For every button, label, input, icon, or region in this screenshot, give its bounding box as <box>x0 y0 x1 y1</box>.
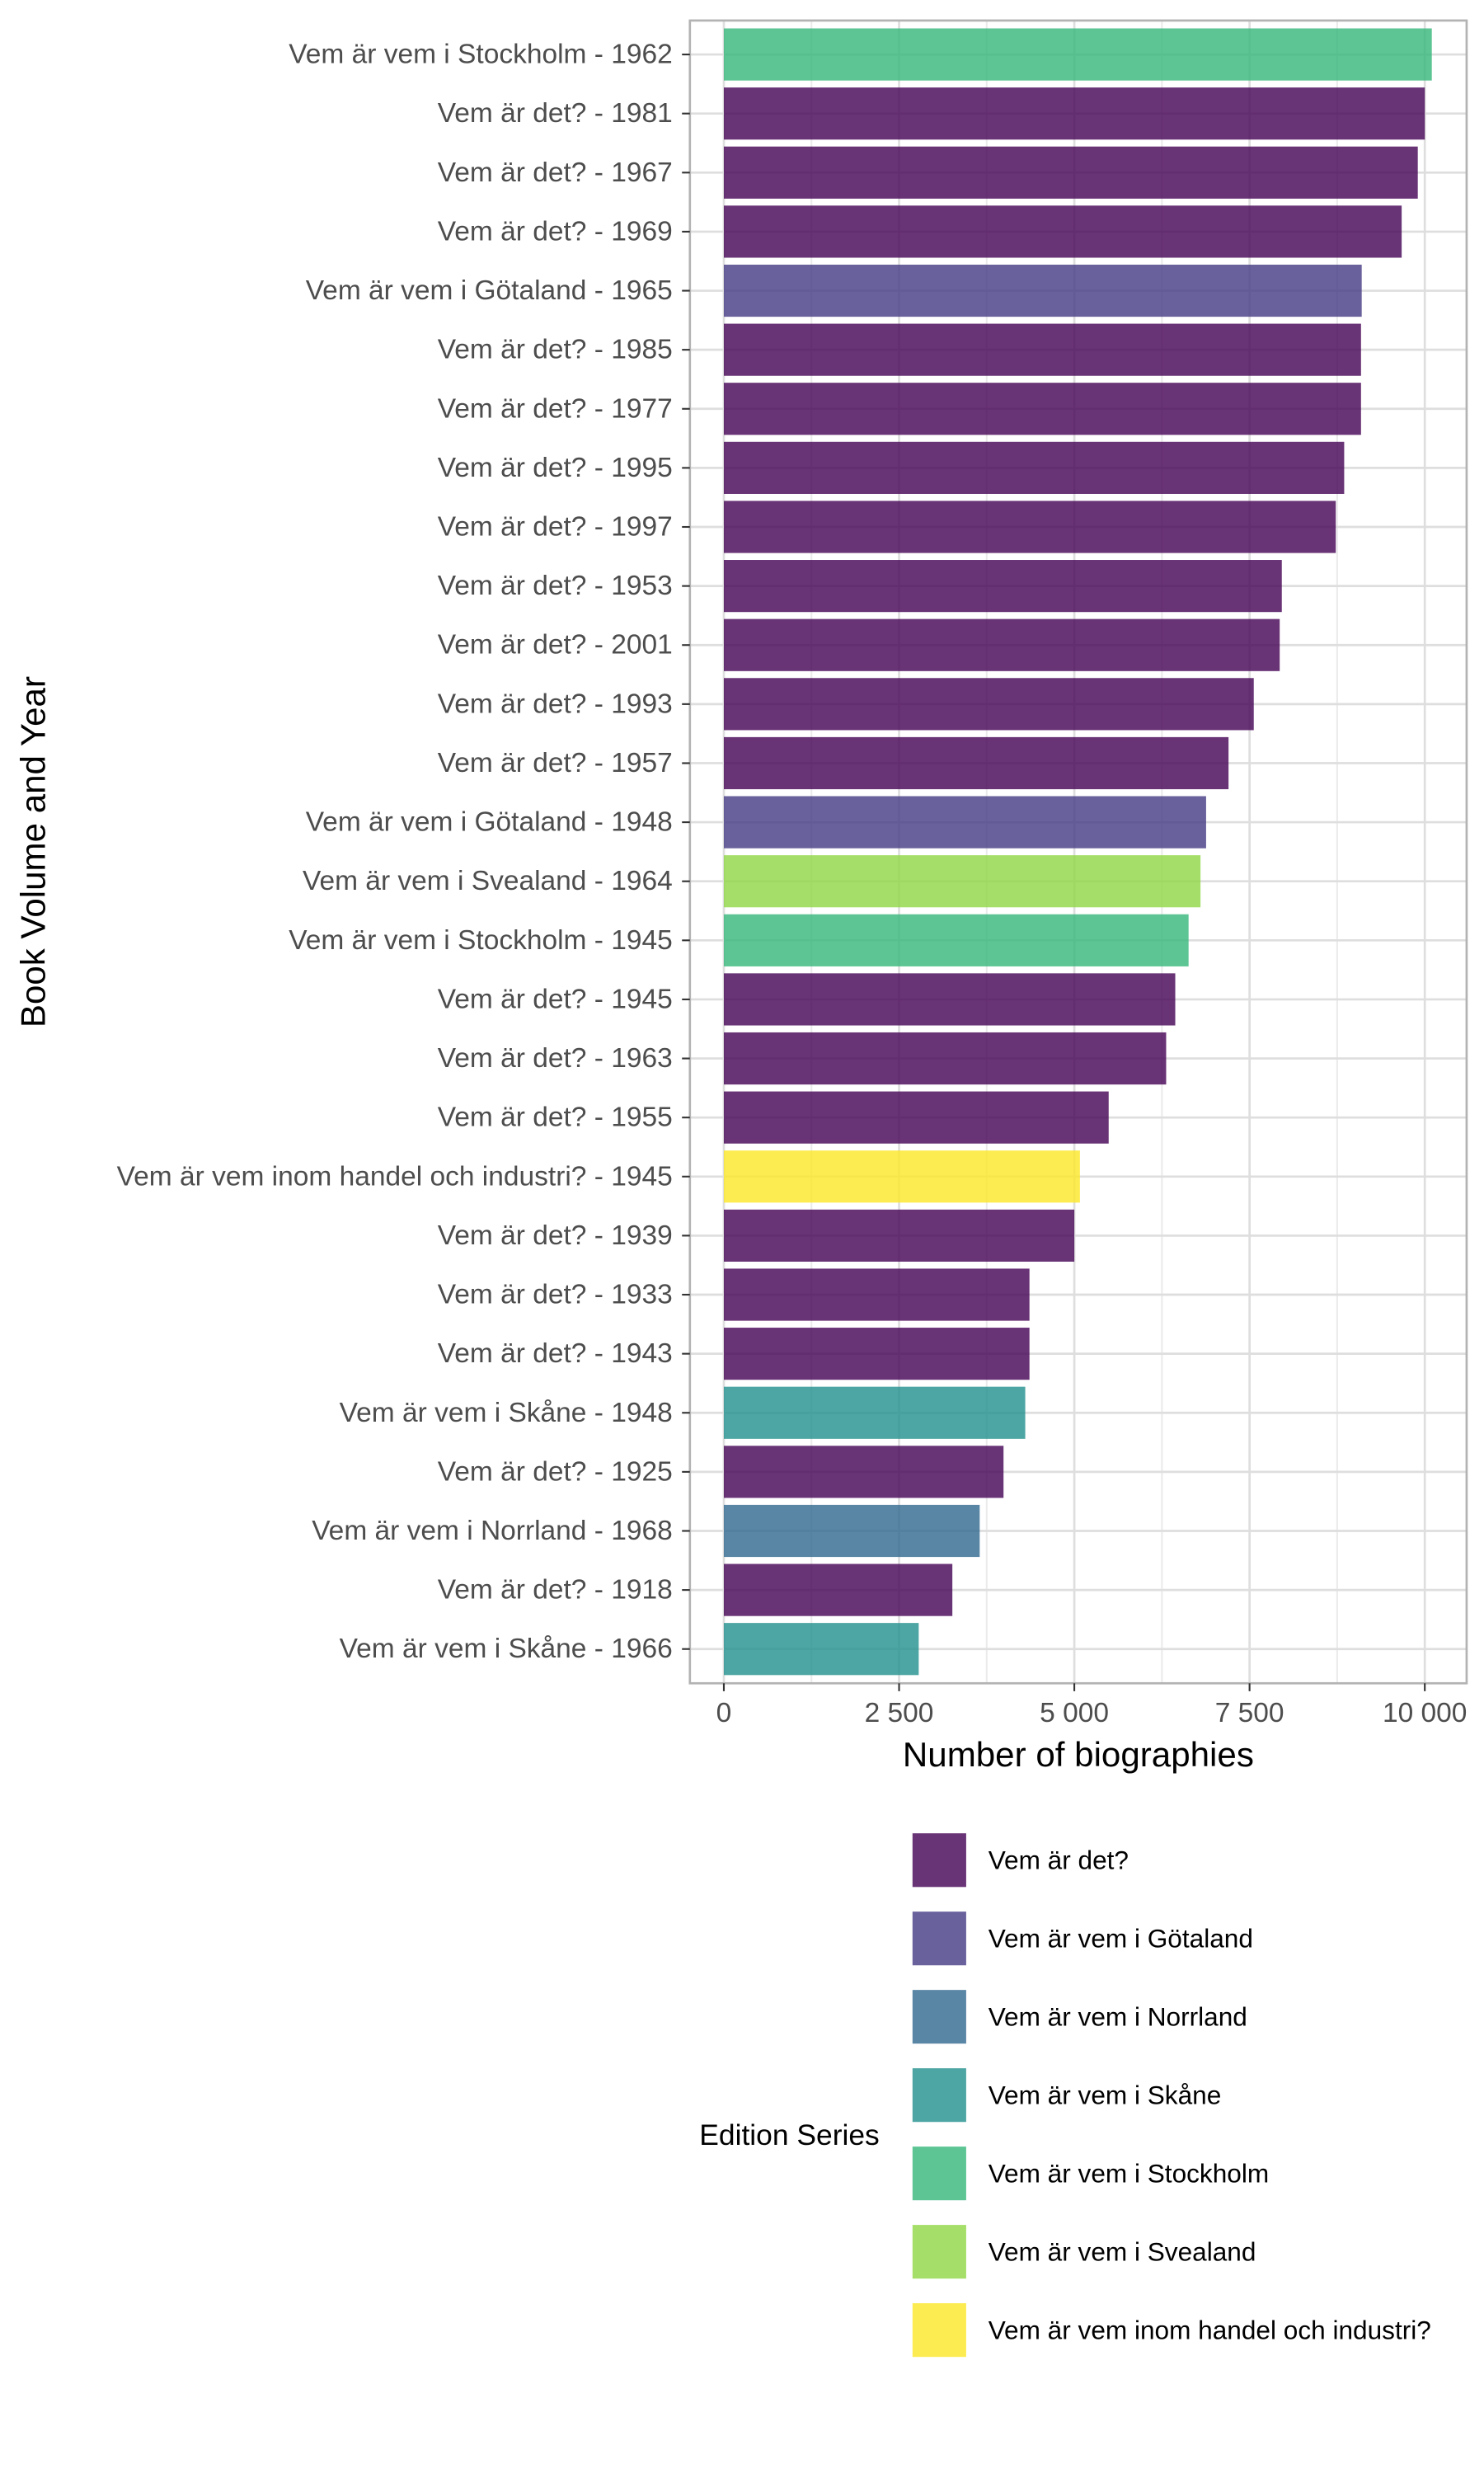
y-tick-label: Vem är vem inom handel och industri? - 1… <box>117 1161 673 1192</box>
legend-label: Vem är vem i Götaland <box>989 1924 1253 1954</box>
bar <box>723 1209 1075 1262</box>
y-tick-label: Vem är det? - 1943 <box>438 1338 673 1369</box>
x-tick-label: 0 <box>716 1698 732 1728</box>
y-tick-label: Vem är det? - 1939 <box>438 1220 673 1251</box>
bar <box>723 1032 1167 1085</box>
y-tick-label: Vem är vem i Svealand - 1964 <box>303 866 673 896</box>
x-tick-labels: 0 2 500 5 000 7 500 10 000 <box>716 1683 1467 1728</box>
x-tick-label: 7 500 <box>1215 1698 1284 1728</box>
y-tick-label: Vem är vem i Götaland - 1948 <box>306 807 673 838</box>
bar <box>723 1623 919 1676</box>
y-tick-label: Vem är det? - 1945 <box>438 984 673 1014</box>
y-axis-title: Book Volume and Year <box>14 676 53 1027</box>
y-tick-label: Vem är det? - 1953 <box>438 571 673 601</box>
bar <box>723 1386 1026 1439</box>
bar <box>723 1328 1030 1380</box>
bar <box>723 1504 980 1558</box>
legend-label: Vem är vem i Stockholm <box>989 2159 1269 2189</box>
legend-title: Edition Series <box>699 2118 879 2151</box>
bar <box>723 973 1176 1026</box>
bar-layer <box>723 28 1432 1676</box>
y-tick-label: Vem är det? - 1963 <box>438 1043 673 1074</box>
bar <box>723 1268 1030 1321</box>
legend-label: Vem är vem i Svealand <box>989 2237 1256 2267</box>
y-tick-label: Vem är det? - 1955 <box>438 1103 673 1133</box>
y-tick-label: Vem är det? - 1995 <box>438 453 673 483</box>
bar <box>723 1446 1004 1498</box>
bar <box>723 28 1432 81</box>
bar <box>723 736 1229 790</box>
x-axis-title: Number of biographies <box>903 1735 1254 1774</box>
x-tick-label: 10 000 <box>1383 1698 1467 1728</box>
y-tick-label: Vem är det? - 1967 <box>438 158 673 188</box>
y-tick-labels: Vem är vem i Stockholm - 1962 Vem är det?… <box>117 40 690 1664</box>
bar <box>723 1150 1080 1203</box>
y-tick-label: Vem är det? - 1977 <box>438 393 673 424</box>
legend-label: Vem är vem inom handel och industri? <box>989 2316 1431 2345</box>
legend-label: Vem är vem i Norrland <box>989 2002 1247 2032</box>
legend-label: Vem är vem i Skåne <box>989 2081 1222 2110</box>
bar <box>723 855 1201 908</box>
bar <box>723 441 1345 494</box>
bar <box>723 1563 953 1616</box>
bar <box>723 618 1280 671</box>
x-tick-label: 5 000 <box>1040 1698 1109 1728</box>
legend-key <box>912 1990 966 2044</box>
y-tick-label: Vem är det? - 1969 <box>438 216 673 247</box>
y-tick-label: Vem är det? - 1933 <box>438 1280 673 1310</box>
bar <box>723 383 1361 435</box>
bar <box>723 914 1189 966</box>
bar <box>723 323 1361 376</box>
y-tick-label: Vem är det? - 1985 <box>438 335 673 365</box>
legend-key <box>912 1911 966 1966</box>
y-tick-label: Vem är vem i Norrland - 1968 <box>312 1516 673 1546</box>
y-tick-label: Vem är vem i Stockholm - 1962 <box>289 40 672 70</box>
legend-key <box>912 2147 966 2201</box>
y-tick-label: Vem är det? - 2001 <box>438 630 673 661</box>
legend: Vem är det? Vem är vem i Götaland Vem är v… <box>912 1833 1431 2358</box>
y-tick-label: Vem är det? - 1918 <box>438 1575 673 1606</box>
bar <box>723 1091 1109 1144</box>
y-tick-label: Vem är det? - 1957 <box>438 748 673 778</box>
bar <box>723 560 1282 613</box>
legend-key <box>912 2068 966 2123</box>
legend-key <box>912 1833 966 1888</box>
y-tick-label: Vem är det? - 1993 <box>438 689 673 719</box>
y-tick-label: Vem är vem i Götaland - 1965 <box>306 275 673 306</box>
y-tick-label: Vem är det? - 1981 <box>438 98 673 129</box>
y-tick-label: Vem är vem i Skåne - 1966 <box>340 1634 673 1664</box>
legend-label: Vem är det? <box>989 1846 1129 1875</box>
x-tick-label: 2 500 <box>865 1698 934 1728</box>
y-tick-label: Vem är det? - 1997 <box>438 512 673 543</box>
legend-key <box>912 2225 966 2279</box>
legend-key <box>912 2303 966 2358</box>
bar <box>723 678 1254 731</box>
bar <box>723 796 1206 849</box>
bar <box>723 146 1418 199</box>
bar <box>723 501 1336 553</box>
y-tick-label: Vem är vem i Skåne - 1948 <box>340 1398 673 1428</box>
y-tick-label: Vem är det? - 1925 <box>438 1456 673 1487</box>
bar <box>723 87 1425 140</box>
bar <box>723 264 1362 317</box>
y-tick-label: Vem är vem i Stockholm - 1945 <box>289 925 672 956</box>
panel-border <box>688 19 1468 1685</box>
bar <box>723 205 1402 258</box>
